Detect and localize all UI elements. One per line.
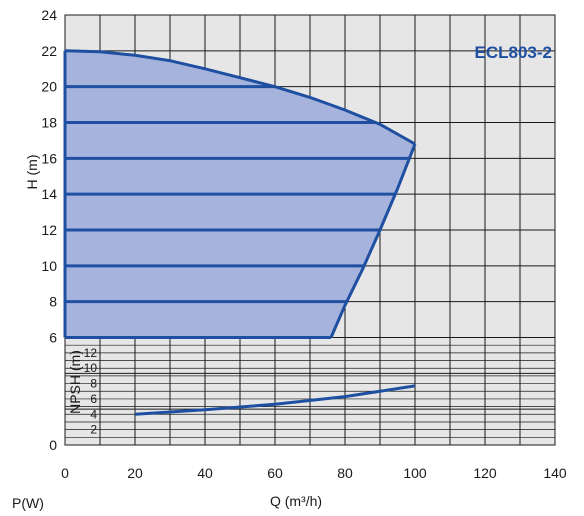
- y-tick-label: 6: [49, 330, 57, 346]
- x-tick-label: 100: [403, 465, 427, 481]
- x-axis-label: Q (m³/h): [270, 493, 322, 509]
- npsh-tick-label: 2: [90, 423, 97, 437]
- max-speed-curve: [64, 49, 416, 146]
- npsh-tick-label: 4: [90, 407, 97, 421]
- chart-title: ECL803-2: [475, 43, 552, 62]
- y-tick-label: 24: [41, 7, 57, 23]
- x-tick-label: 140: [543, 465, 567, 481]
- y-tick-label: 0: [49, 437, 57, 453]
- speed-lines: [65, 85, 410, 304]
- y-tick-label: 18: [41, 115, 57, 131]
- x-tick-label: 80: [337, 465, 353, 481]
- y-tick-label: 14: [41, 186, 57, 202]
- y-tick-label: 8: [49, 294, 57, 310]
- x-tick-label: 40: [197, 465, 213, 481]
- x-tick-label: 0: [61, 465, 69, 481]
- power-axis-label: P(W): [12, 495, 44, 511]
- x-tick-label: 20: [127, 465, 143, 481]
- x-axis-ticks: 0 20 40 60 80 100 120 140: [61, 465, 567, 481]
- y-tick-label: 22: [41, 43, 57, 59]
- y-axis-ticks: 0 6 8 10 12 14 16 18 20 22 24: [41, 7, 57, 453]
- npsh-axis-label: NPSH (m): [67, 350, 83, 414]
- npsh-tick-label: 10: [84, 361, 98, 375]
- y-tick-label: 20: [41, 79, 57, 95]
- y-tick-label: 16: [41, 150, 57, 166]
- y-axis-label: H (m): [24, 155, 40, 190]
- x-tick-label: 120: [473, 465, 497, 481]
- npsh-tick-label: 6: [90, 392, 97, 406]
- npsh-curve: [134, 384, 416, 416]
- y-tick-label: 10: [41, 258, 57, 274]
- x-tick-label: 60: [267, 465, 283, 481]
- y-tick-label: 12: [41, 222, 57, 238]
- lower-limit-curve: [329, 143, 417, 339]
- npsh-tick-label: 8: [90, 377, 97, 391]
- npsh-tick-label: 12: [84, 346, 98, 360]
